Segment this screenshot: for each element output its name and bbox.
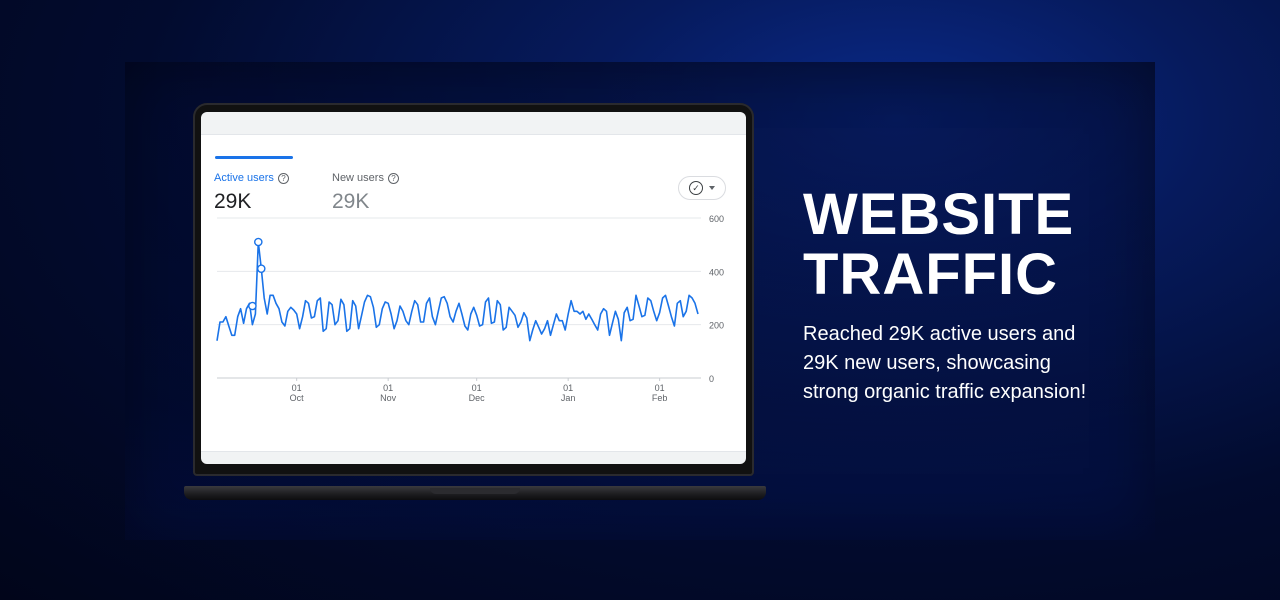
x-tick-month: Jan [561,393,576,403]
x-tick-day: 01 [292,383,302,393]
active-users-value: 29K [214,190,252,213]
y-tick-label: 200 [709,321,724,331]
y-tick-label: 600 [709,214,724,224]
x-tick-month: Dec [469,393,486,403]
laptop-screen: Active users ? 29K New users ? 29K ✓ 0 20… [193,103,754,476]
active-users-label: Active users [214,172,274,184]
x-tick-day: 01 [383,383,393,393]
new-users-value: 29K [332,190,370,213]
new-users-label: New users [332,172,384,184]
x-tick-month: Nov [380,393,397,403]
headline-line-1: WEBSITE [803,182,1075,247]
metric-tab-active-users[interactable]: Active users ? 29K [214,172,289,214]
x-tick-day: 01 [472,383,482,393]
description-line-1: Reached 29K active users and [803,323,1076,345]
help-circle-icon[interactable]: ? [277,172,289,184]
y-tick-label: 0 [709,374,714,384]
y-tick-label: 400 [709,267,724,277]
highlighted-data-point [254,237,263,247]
x-tick-day: 01 [563,383,573,393]
highlighted-data-point [248,301,257,311]
check-circle-icon: ✓ [689,181,703,195]
headline: WEBSITE TRAFFIC [803,185,1074,305]
description-line-2: 29K new users, showcasing [803,352,1051,374]
highlighted-data-point [256,264,266,273]
active-tab-indicator [215,156,293,159]
laptop-hinge [430,488,520,494]
description: Reached 29K active users and 29K new use… [803,320,1163,407]
headline-line-2: TRAFFIC [803,242,1059,307]
x-tick-month: Oct [290,393,305,403]
x-tick-month: Feb [652,393,668,403]
help-circle-icon[interactable]: ? [387,172,399,184]
active-users-series-line [216,241,699,342]
analytics-card: Active users ? 29K New users ? 29K ✓ 0 20… [201,134,746,452]
compare-dropdown-button[interactable]: ✓ [678,176,726,200]
analytics-dashboard: Active users ? 29K New users ? 29K ✓ 0 20… [201,112,746,464]
metric-tab-new-users[interactable]: New users ? 29K [332,172,399,214]
caret-down-icon [709,186,715,190]
description-line-3: strong organic traffic expansion! [803,381,1087,403]
x-tick-day: 01 [655,383,665,393]
